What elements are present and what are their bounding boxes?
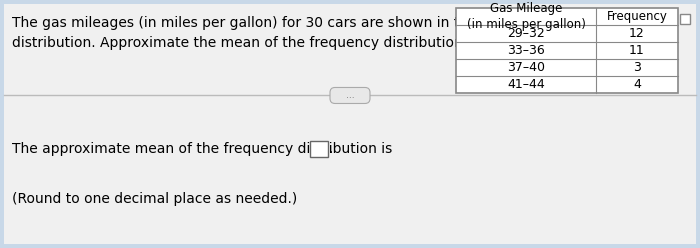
Text: 37–40: 37–40 [507, 61, 545, 74]
Text: The approximate mean of the frequency distribution is: The approximate mean of the frequency di… [12, 142, 397, 156]
FancyBboxPatch shape [680, 14, 690, 24]
FancyBboxPatch shape [4, 4, 696, 244]
Text: Frequency: Frequency [607, 10, 667, 23]
Text: (Round to one decimal place as needed.): (Round to one decimal place as needed.) [12, 192, 297, 206]
Text: 4: 4 [633, 78, 641, 92]
FancyBboxPatch shape [330, 88, 370, 103]
Text: 11: 11 [629, 44, 645, 57]
Text: 33–36: 33–36 [507, 44, 545, 57]
Text: ...: ... [346, 91, 354, 100]
Text: 29–32: 29–32 [507, 27, 545, 40]
Text: The gas mileages (in miles per gallon) for 30 cars are shown in the frequency
di: The gas mileages (in miles per gallon) f… [12, 16, 551, 50]
FancyBboxPatch shape [456, 8, 678, 93]
Text: Gas Mileage
(in miles per gallon): Gas Mileage (in miles per gallon) [467, 2, 585, 31]
Text: .: . [329, 142, 333, 156]
Text: 12: 12 [629, 27, 645, 40]
Text: 41–44: 41–44 [507, 78, 545, 92]
FancyBboxPatch shape [309, 141, 328, 157]
Text: 3: 3 [633, 61, 641, 74]
